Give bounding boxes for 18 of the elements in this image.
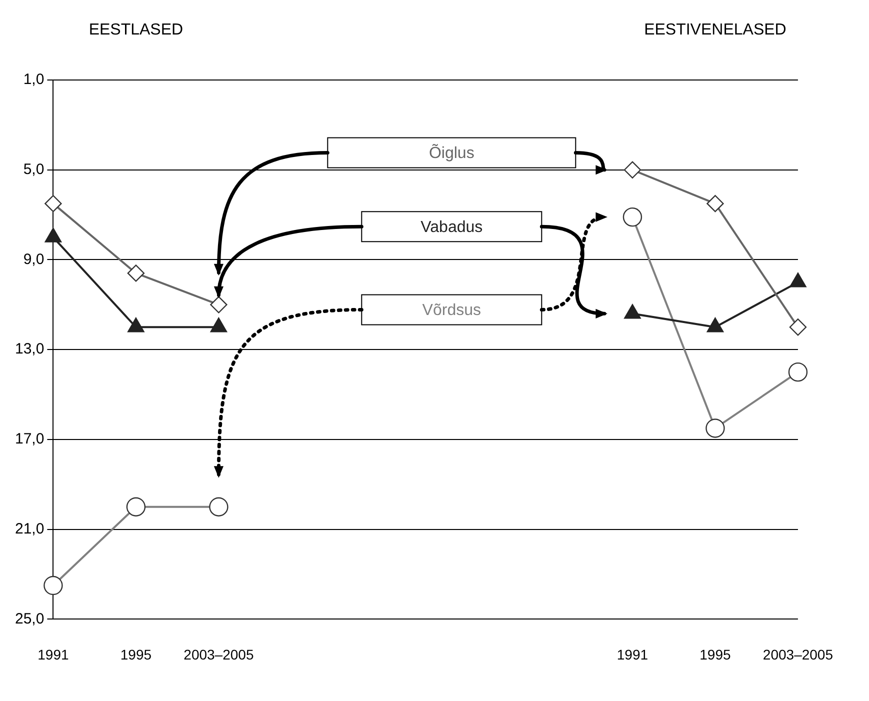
x-tick-label: 2003–2005 (762, 646, 834, 662)
y-tick-label: 5,0 (23, 161, 44, 178)
y-tick-label: 1,0 (23, 71, 44, 88)
x-tick-label: 1995 (120, 646, 152, 662)
text: Õiglus (428, 143, 474, 162)
y-tick-label: 9,0 (23, 250, 44, 268)
text: Vabadus (420, 219, 483, 236)
y-tick-label: 13,0 (14, 340, 44, 358)
y-tick-label: 21,0 (14, 520, 44, 538)
x-tick-label: 1991 (38, 646, 69, 662)
y-tick-label: 25,0 (14, 610, 44, 628)
y-tick-label: 17,0 (14, 430, 44, 448)
text: Võrdsus (422, 302, 481, 320)
text: EESTLASED (88, 21, 184, 38)
x-tick-label: 1995 (700, 646, 731, 662)
text: EESTIVENELASED (644, 21, 786, 38)
x-tick-label: 2003–2005 (184, 646, 254, 662)
x-tick-label: 1991 (616, 646, 648, 662)
